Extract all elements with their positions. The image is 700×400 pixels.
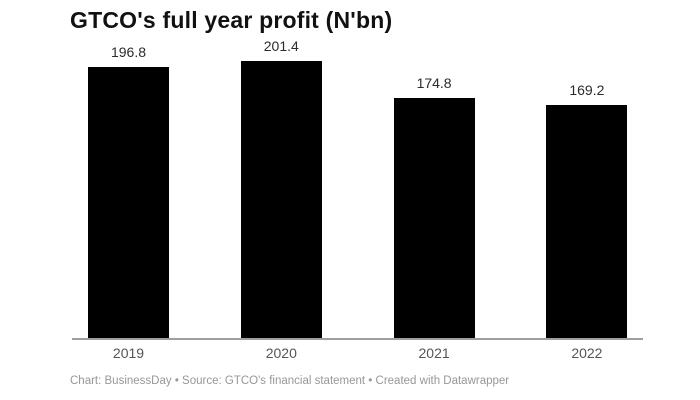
bar-value-label-2020: 201.4 <box>263 38 299 54</box>
x-axis-baseline <box>72 338 643 340</box>
bar-slot-2021: 174.8 <box>358 75 510 338</box>
bar-slot-2022: 169.2 <box>511 82 663 338</box>
x-axis-label-2022: 2022 <box>571 345 603 361</box>
bar-value-label-2022: 169.2 <box>569 82 605 98</box>
bar-slot-2019: 196.8 <box>53 44 205 338</box>
bar-2020 <box>240 61 322 338</box>
chart-title: GTCO's full year profit (N'bn) <box>70 7 393 33</box>
bar-slot-2020: 201.4 <box>205 38 357 338</box>
chart-footer-credits: Chart: BusinessDay • Source: GTCO's fina… <box>70 375 510 387</box>
bar-2021 <box>393 98 475 338</box>
x-axis-label-2021: 2021 <box>418 345 450 361</box>
x-axis-label-2020: 2020 <box>265 345 297 361</box>
x-axis-label-2019: 2019 <box>112 345 145 361</box>
bar-value-label-2021: 174.8 <box>416 75 452 91</box>
bar-2022 <box>546 105 628 338</box>
bar-value-label-2019: 196.8 <box>110 44 147 60</box>
bar-2019 <box>88 67 169 338</box>
